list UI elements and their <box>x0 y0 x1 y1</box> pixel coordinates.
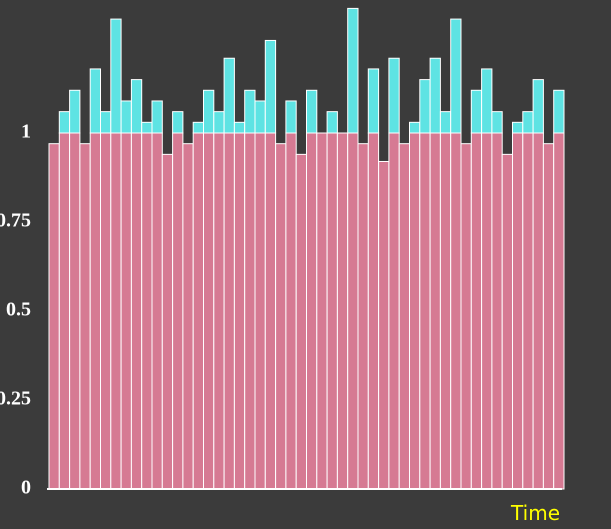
bar <box>233 132 246 490</box>
bar-excess <box>130 79 143 134</box>
bar <box>120 132 132 490</box>
bar-excess <box>532 79 544 134</box>
bar <box>203 132 215 490</box>
bar <box>58 132 71 490</box>
bar-excess <box>223 57 235 134</box>
bar-excess <box>347 7 359 134</box>
bar <box>398 143 411 490</box>
bar-excess <box>254 100 266 134</box>
bar <box>512 132 524 490</box>
bar-excess <box>172 111 184 134</box>
bar <box>388 132 400 490</box>
bar <box>275 143 287 490</box>
bar-excess <box>213 111 225 134</box>
bar-excess <box>553 89 565 134</box>
bar-excess <box>120 100 132 134</box>
bar <box>244 132 256 490</box>
bar <box>110 132 122 490</box>
bar-excess <box>233 121 246 134</box>
bar <box>347 132 359 490</box>
bar-excess <box>470 89 483 134</box>
bar-excess <box>89 68 101 134</box>
bar <box>326 132 338 490</box>
bar <box>306 132 318 490</box>
bar <box>192 132 204 490</box>
y-tick-label: 0.5 <box>6 299 31 321</box>
bar <box>542 143 555 490</box>
bar-excess <box>409 121 421 134</box>
bar <box>213 132 225 490</box>
bar-excess <box>439 111 452 134</box>
bar <box>100 132 112 490</box>
y-tick-label: 1 <box>21 121 31 143</box>
bar <box>522 132 534 490</box>
bar-excess <box>326 111 338 134</box>
bar <box>419 132 431 490</box>
bar <box>357 143 369 490</box>
bar-excess <box>481 68 493 134</box>
bar-excess <box>367 68 380 134</box>
bar <box>481 132 493 490</box>
bar <box>439 132 452 490</box>
bar-excess <box>58 111 71 134</box>
bar <box>254 132 266 490</box>
bar-excess <box>203 89 215 134</box>
bar-excess <box>264 39 277 134</box>
bar <box>295 153 308 490</box>
bar-excess <box>306 89 318 134</box>
bar-excess <box>151 100 163 134</box>
bar <box>470 132 483 490</box>
bar-excess <box>491 111 503 134</box>
bar <box>367 132 380 490</box>
x-axis-label: Time <box>510 501 560 525</box>
bar-excess <box>522 111 534 134</box>
bar-excess <box>69 89 81 134</box>
bar <box>450 132 462 490</box>
bar-excess <box>512 121 524 134</box>
bar-excess <box>419 79 431 134</box>
bar <box>130 132 143 490</box>
bar-excess <box>244 89 256 134</box>
bar <box>89 132 101 490</box>
bar <box>501 153 514 490</box>
bar <box>336 132 349 490</box>
bar <box>553 132 565 490</box>
bar <box>532 132 544 490</box>
bar-excess <box>388 57 400 134</box>
bar <box>223 132 235 490</box>
y-tick-label: 0 <box>21 477 31 499</box>
bar <box>48 143 60 490</box>
bar <box>182 143 194 490</box>
bar-excess <box>100 111 112 134</box>
bar <box>69 132 81 490</box>
bar <box>264 132 277 490</box>
bar <box>79 143 91 490</box>
bar <box>172 132 184 490</box>
bar-excess <box>192 121 204 134</box>
bar <box>141 132 153 490</box>
bar <box>316 132 328 490</box>
bar <box>378 160 390 490</box>
bar-excess <box>285 100 297 134</box>
bar <box>429 132 441 490</box>
bar <box>491 132 503 490</box>
bar <box>409 132 421 490</box>
bar-excess <box>429 57 441 134</box>
bar <box>285 132 297 490</box>
bar <box>460 143 472 490</box>
y-tick-label: 0.75 <box>0 210 31 232</box>
bar-excess <box>110 18 122 134</box>
bar <box>161 153 174 490</box>
y-tick-label: 0.25 <box>0 388 31 410</box>
bar <box>151 132 163 490</box>
bar-excess <box>450 18 462 134</box>
bar-excess <box>141 121 153 134</box>
